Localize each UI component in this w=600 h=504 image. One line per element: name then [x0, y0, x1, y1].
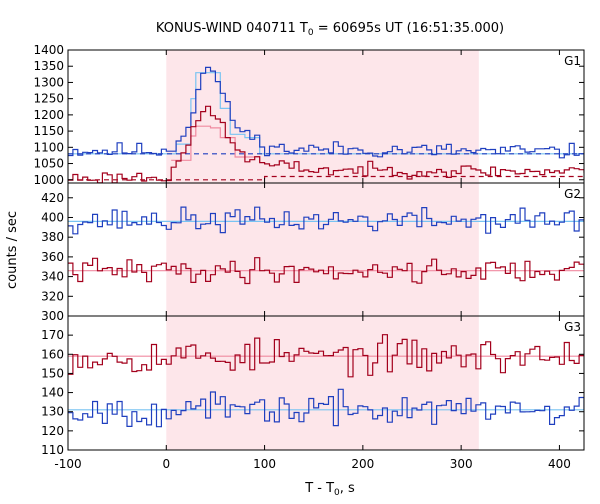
- chart-title-subscript: 0: [308, 28, 314, 38]
- y-tick-label: 1250: [33, 92, 64, 106]
- series-red-histogram: [68, 105, 584, 183]
- y-tick-label: 1200: [33, 108, 64, 122]
- panel-label-g1: G1: [564, 54, 581, 68]
- panel-plot-area: [68, 206, 584, 285]
- series-blue-histogram: [68, 66, 584, 160]
- y-tick-label: 380: [41, 230, 64, 244]
- y-tick-label: 1100: [33, 140, 64, 154]
- series-blue-histogram: [68, 388, 584, 428]
- chart-title-main: KONUS-WIND 040711 T: [156, 21, 308, 36]
- x-axis-label-rest: , s: [340, 481, 355, 496]
- y-tick-label: 160: [41, 347, 64, 361]
- y-tick-label: 110: [41, 443, 64, 457]
- x-tick-label: 200: [351, 457, 374, 471]
- y-tick-label: 300: [41, 309, 64, 323]
- x-axis-label-subscript: 0: [334, 488, 340, 498]
- panel-frame: [67, 315, 585, 451]
- y-tick-label: 1300: [33, 75, 64, 89]
- chart-title-rest: = 60695s UT (16:51:35.000): [314, 21, 504, 36]
- fit-line-4: [68, 175, 584, 181]
- y-tick-label: 150: [41, 366, 64, 380]
- y-tick-label: 1000: [33, 173, 64, 187]
- y-tick-label: 1050: [33, 157, 64, 171]
- series-red-histogram: [68, 257, 584, 285]
- y-tick-label: 400: [41, 210, 64, 224]
- x-axis-label: T - T0, s: [304, 481, 355, 498]
- x-tick-label: 0: [162, 457, 170, 471]
- x-tick-label: 400: [548, 457, 571, 471]
- y-tick-label: 120: [41, 424, 64, 438]
- y-tick-label: 320: [41, 289, 64, 303]
- panel-label-g3: G3: [564, 320, 581, 334]
- y-tick-label: 130: [41, 405, 64, 419]
- y-axis-label: counts / sec: [5, 211, 20, 289]
- panel-label-g2: G2: [564, 187, 581, 201]
- x-tick-label: -100: [54, 457, 81, 471]
- y-tick-label: 140: [41, 386, 64, 400]
- y-tick-label: 170: [41, 328, 64, 342]
- y-tick-label: 360: [41, 250, 64, 264]
- x-axis-label-main: T - T: [304, 481, 334, 496]
- chart-title: KONUS-WIND 040711 T0 = 60695s UT (16:51:…: [156, 21, 504, 38]
- y-tick-label: 420: [41, 191, 64, 205]
- panel-plot-area: [68, 334, 584, 428]
- y-tick-label: 1400: [33, 43, 64, 57]
- y-tick-label: 1150: [33, 124, 64, 138]
- y-tick-label: 340: [41, 270, 64, 284]
- y-tick-label: 1350: [33, 59, 64, 73]
- highlight-interval: [166, 50, 479, 450]
- x-tick-label: 300: [450, 457, 473, 471]
- series-blue-histogram: [68, 206, 584, 235]
- panel-g3: 110 120 130 140 150 160 170 G3: [41, 315, 585, 457]
- panels-group: 100010501100115012001250130013501400G130…: [33, 43, 585, 471]
- panel-g2: 300 320 340 360 380 400 420 G2: [41, 182, 585, 323]
- x-tick-label: 100: [253, 457, 276, 471]
- series-red-histogram: [68, 334, 584, 378]
- panel-g1: 1000 1050 1100 1150 1200 1250 1300 1350 1400 G1: [33, 43, 585, 187]
- panel-plot-area: [68, 66, 584, 183]
